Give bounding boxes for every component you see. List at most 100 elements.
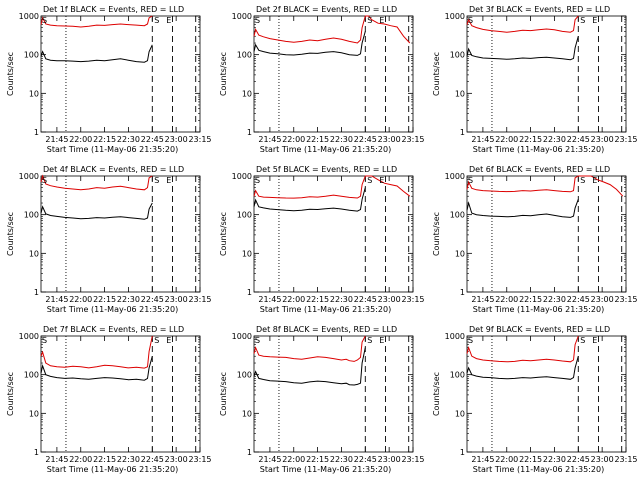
panel-3-y-tick-label: 100 (450, 51, 465, 60)
panel-3-x-tick-label: 22:45 (567, 135, 590, 144)
panel-8-x-tick-label: 23:15 (401, 455, 424, 464)
panel-9-flag-start: S (468, 336, 473, 345)
panel-2-x-tick-label: 23:00 (378, 135, 401, 144)
panel-1-flag-0: S (154, 16, 159, 25)
panel-7-flag-0: S (154, 336, 159, 345)
panel-9-x-tick-label: 23:00 (591, 455, 614, 464)
panel-6-y-tick-label: 10 (455, 249, 465, 258)
panel-7-x-tick-label: 23:15 (188, 455, 211, 464)
panel-5-x-tick-label: 23:00 (378, 295, 401, 304)
panel-8-x-tick-label: 22:30 (330, 455, 353, 464)
panel-5-title: Det 5f BLACK = Events, RED = LLD (256, 165, 397, 174)
chart-panel-1: Det 1f BLACK = Events, RED = LLD 1 10 100 10… (6, 5, 212, 154)
panel-1-flag-start: S (42, 16, 47, 25)
panel-2-y-tick-label: 1 (247, 128, 252, 137)
panel-8-flag-start: S (255, 336, 260, 345)
panel-7-plot-frame (40, 335, 201, 453)
panel-7-x-tick-label: 23:00 (165, 455, 188, 464)
panel-3-y-axis-label: Counts/sec (432, 52, 441, 96)
panel-4-title: Det 4f BLACK = Events, RED = LLD (43, 165, 184, 174)
panel-8-y-axis-label: Counts/sec (219, 372, 228, 416)
panel-9-title: Det 9f BLACK = Events, RED = LLD (469, 325, 610, 334)
panel-4-flag-1: E (166, 176, 171, 185)
panel-5-y-tick-label: 1 (247, 288, 252, 297)
panel-8-plot-frame (253, 335, 414, 453)
panel-7-y-tick-label: 1 (34, 448, 39, 457)
panel-2-x-tick-label: 23:15 (401, 135, 424, 144)
panel-2-x-tick-label: 22:15 (306, 135, 329, 144)
panel-9-x-tick-label: 22:15 (519, 455, 542, 464)
chart-panel-2: Det 2f BLACK = Events, RED = LLD 1 10 100 10… (219, 5, 425, 154)
panel-2-y-tick-label: 1000 (232, 12, 252, 21)
panel-1-x-tick-label: 23:15 (188, 135, 211, 144)
panel-5-y-axis-label: Counts/sec (219, 212, 228, 256)
panel-5-x-tick-label: 22:15 (306, 295, 329, 304)
panel-1-y-tick-label: 10 (29, 89, 39, 98)
panel-4-y-axis-label: Counts/sec (6, 212, 15, 256)
panel-3-y-tick-label: 10 (455, 89, 465, 98)
panel-9-x-tick-label: 21:45 (471, 455, 494, 464)
panel-3-title: Det 3f BLACK = Events, RED = LLD (469, 5, 610, 14)
panel-4-y-tick-label: 10 (29, 249, 39, 258)
panel-5-series-events (253, 187, 366, 212)
panel-9-x-tick-label: 22:45 (567, 455, 590, 464)
panel-1-x-tick-label: 21:45 (45, 135, 68, 144)
panel-4-x-axis-label: Start Time (11-May-06 21:35:20) (47, 305, 178, 314)
panel-9-series-lld (466, 335, 579, 363)
panel-2-flag-0: S (367, 16, 372, 25)
panel-6-x-axis-label: Start Time (11-May-06 21:35:20) (473, 305, 604, 314)
panel-5-flag-1: E (379, 176, 384, 185)
panel-8-x-tick-label: 22:15 (306, 455, 329, 464)
panel-7-x-tick-label: 22:00 (69, 455, 92, 464)
panel-7-x-axis-label: Start Time (11-May-06 21:35:20) (47, 465, 178, 474)
panel-5-x-axis-label: Start Time (11-May-06 21:35:20) (260, 305, 391, 314)
panel-3-x-tick-label: 23:00 (591, 135, 614, 144)
panel-7-y-tick-label: 100 (24, 371, 39, 380)
panel-4-x-tick-label: 22:30 (117, 295, 140, 304)
panel-4-x-tick-label: 22:15 (93, 295, 116, 304)
panel-4-x-tick-label: 21:45 (45, 295, 68, 304)
panel-3-series-events (466, 36, 579, 61)
panel-2-title: Det 2f BLACK = Events, RED = LLD (256, 5, 397, 14)
panel-4-flag-0: S (154, 176, 159, 185)
panel-6-flag-1: E (592, 176, 597, 185)
panel-2-plot-frame (253, 15, 414, 133)
panel-8-title: Det 8f BLACK = Events, RED = LLD (256, 325, 397, 334)
panel-5-x-tick-label: 22:30 (330, 295, 353, 304)
panel-1-y-tick-label: 100 (24, 51, 39, 60)
panel-9-y-tick-label: 100 (450, 371, 465, 380)
panel-1-y-tick-label: 1 (34, 128, 39, 137)
panel-3-plot-frame (466, 15, 627, 133)
panel-5-flag-start: S (255, 176, 260, 185)
panel-4-flag-start: S (42, 176, 47, 185)
panel-1-y-axis-label: Counts/sec (6, 52, 15, 96)
chart-panel-3: Det 3f BLACK = Events, RED = LLD 1 10 100 10… (432, 5, 638, 154)
panel-5-flag-0: S (367, 176, 372, 185)
panel-4-x-tick-label: 23:00 (165, 295, 188, 304)
panel-2-flag-1: E (379, 16, 384, 25)
chart-panel-7: Det 7f BLACK = Events, RED = LLD 1 10 100 10… (6, 325, 212, 474)
panel-8-x-tick-label: 21:45 (258, 455, 281, 464)
panel-8-x-tick-label: 23:00 (378, 455, 401, 464)
panel-6-x-tick-label: 22:45 (567, 295, 590, 304)
panel-9-x-tick-label: 23:15 (614, 455, 637, 464)
panel-7-title: Det 7f BLACK = Events, RED = LLD (43, 325, 184, 334)
panel-3-flag-1: E (592, 16, 597, 25)
panel-5-y-tick-label: 100 (237, 211, 252, 220)
panel-7-x-tick-label: 22:30 (117, 455, 140, 464)
panel-4-series-events (40, 202, 153, 220)
panel-6-x-tick-label: 22:30 (543, 295, 566, 304)
panel-8-series-events (253, 347, 366, 386)
panel-4-series-lld (40, 174, 153, 191)
panel-8-flag-1: E (379, 336, 384, 345)
panel-4-y-tick-label: 100 (24, 211, 39, 220)
panel-2-y-tick-label: 10 (242, 89, 252, 98)
panel-7-x-tick-label: 22:45 (141, 455, 164, 464)
panel-8-y-tick-label: 1000 (232, 332, 252, 341)
panel-1-flag-1: E (166, 16, 171, 25)
panel-1-x-tick-label: 23:00 (165, 135, 188, 144)
panel-6-x-tick-label: 23:15 (614, 295, 637, 304)
panel-8-y-tick-label: 100 (237, 371, 252, 380)
panel-6-y-axis-label: Counts/sec (432, 212, 441, 256)
panel-6-flag-0: S (580, 176, 585, 185)
